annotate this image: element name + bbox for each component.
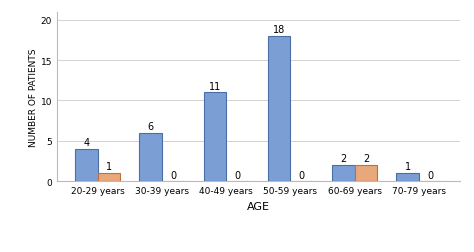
Bar [75, 149, 98, 181]
Text: 18: 18 [273, 25, 285, 35]
Bar [139, 133, 162, 181]
Text: 1: 1 [106, 162, 112, 172]
Text: 11: 11 [209, 81, 221, 91]
Text: 2: 2 [363, 154, 369, 164]
Bar [396, 173, 419, 181]
Y-axis label: NUMBER OF PATIENTS: NUMBER OF PATIENTS [29, 48, 38, 146]
Bar [268, 37, 291, 181]
Text: 0: 0 [170, 170, 176, 180]
Bar [204, 93, 226, 181]
Text: 0: 0 [427, 170, 433, 180]
Bar [355, 165, 377, 181]
Text: 0: 0 [234, 170, 240, 180]
Text: 1: 1 [405, 162, 411, 172]
Bar [332, 165, 355, 181]
Text: 4: 4 [83, 138, 90, 148]
Text: 6: 6 [147, 122, 154, 132]
Bar [98, 173, 120, 181]
Text: 2: 2 [340, 154, 346, 164]
X-axis label: AGE: AGE [247, 201, 270, 211]
Text: 0: 0 [299, 170, 305, 180]
